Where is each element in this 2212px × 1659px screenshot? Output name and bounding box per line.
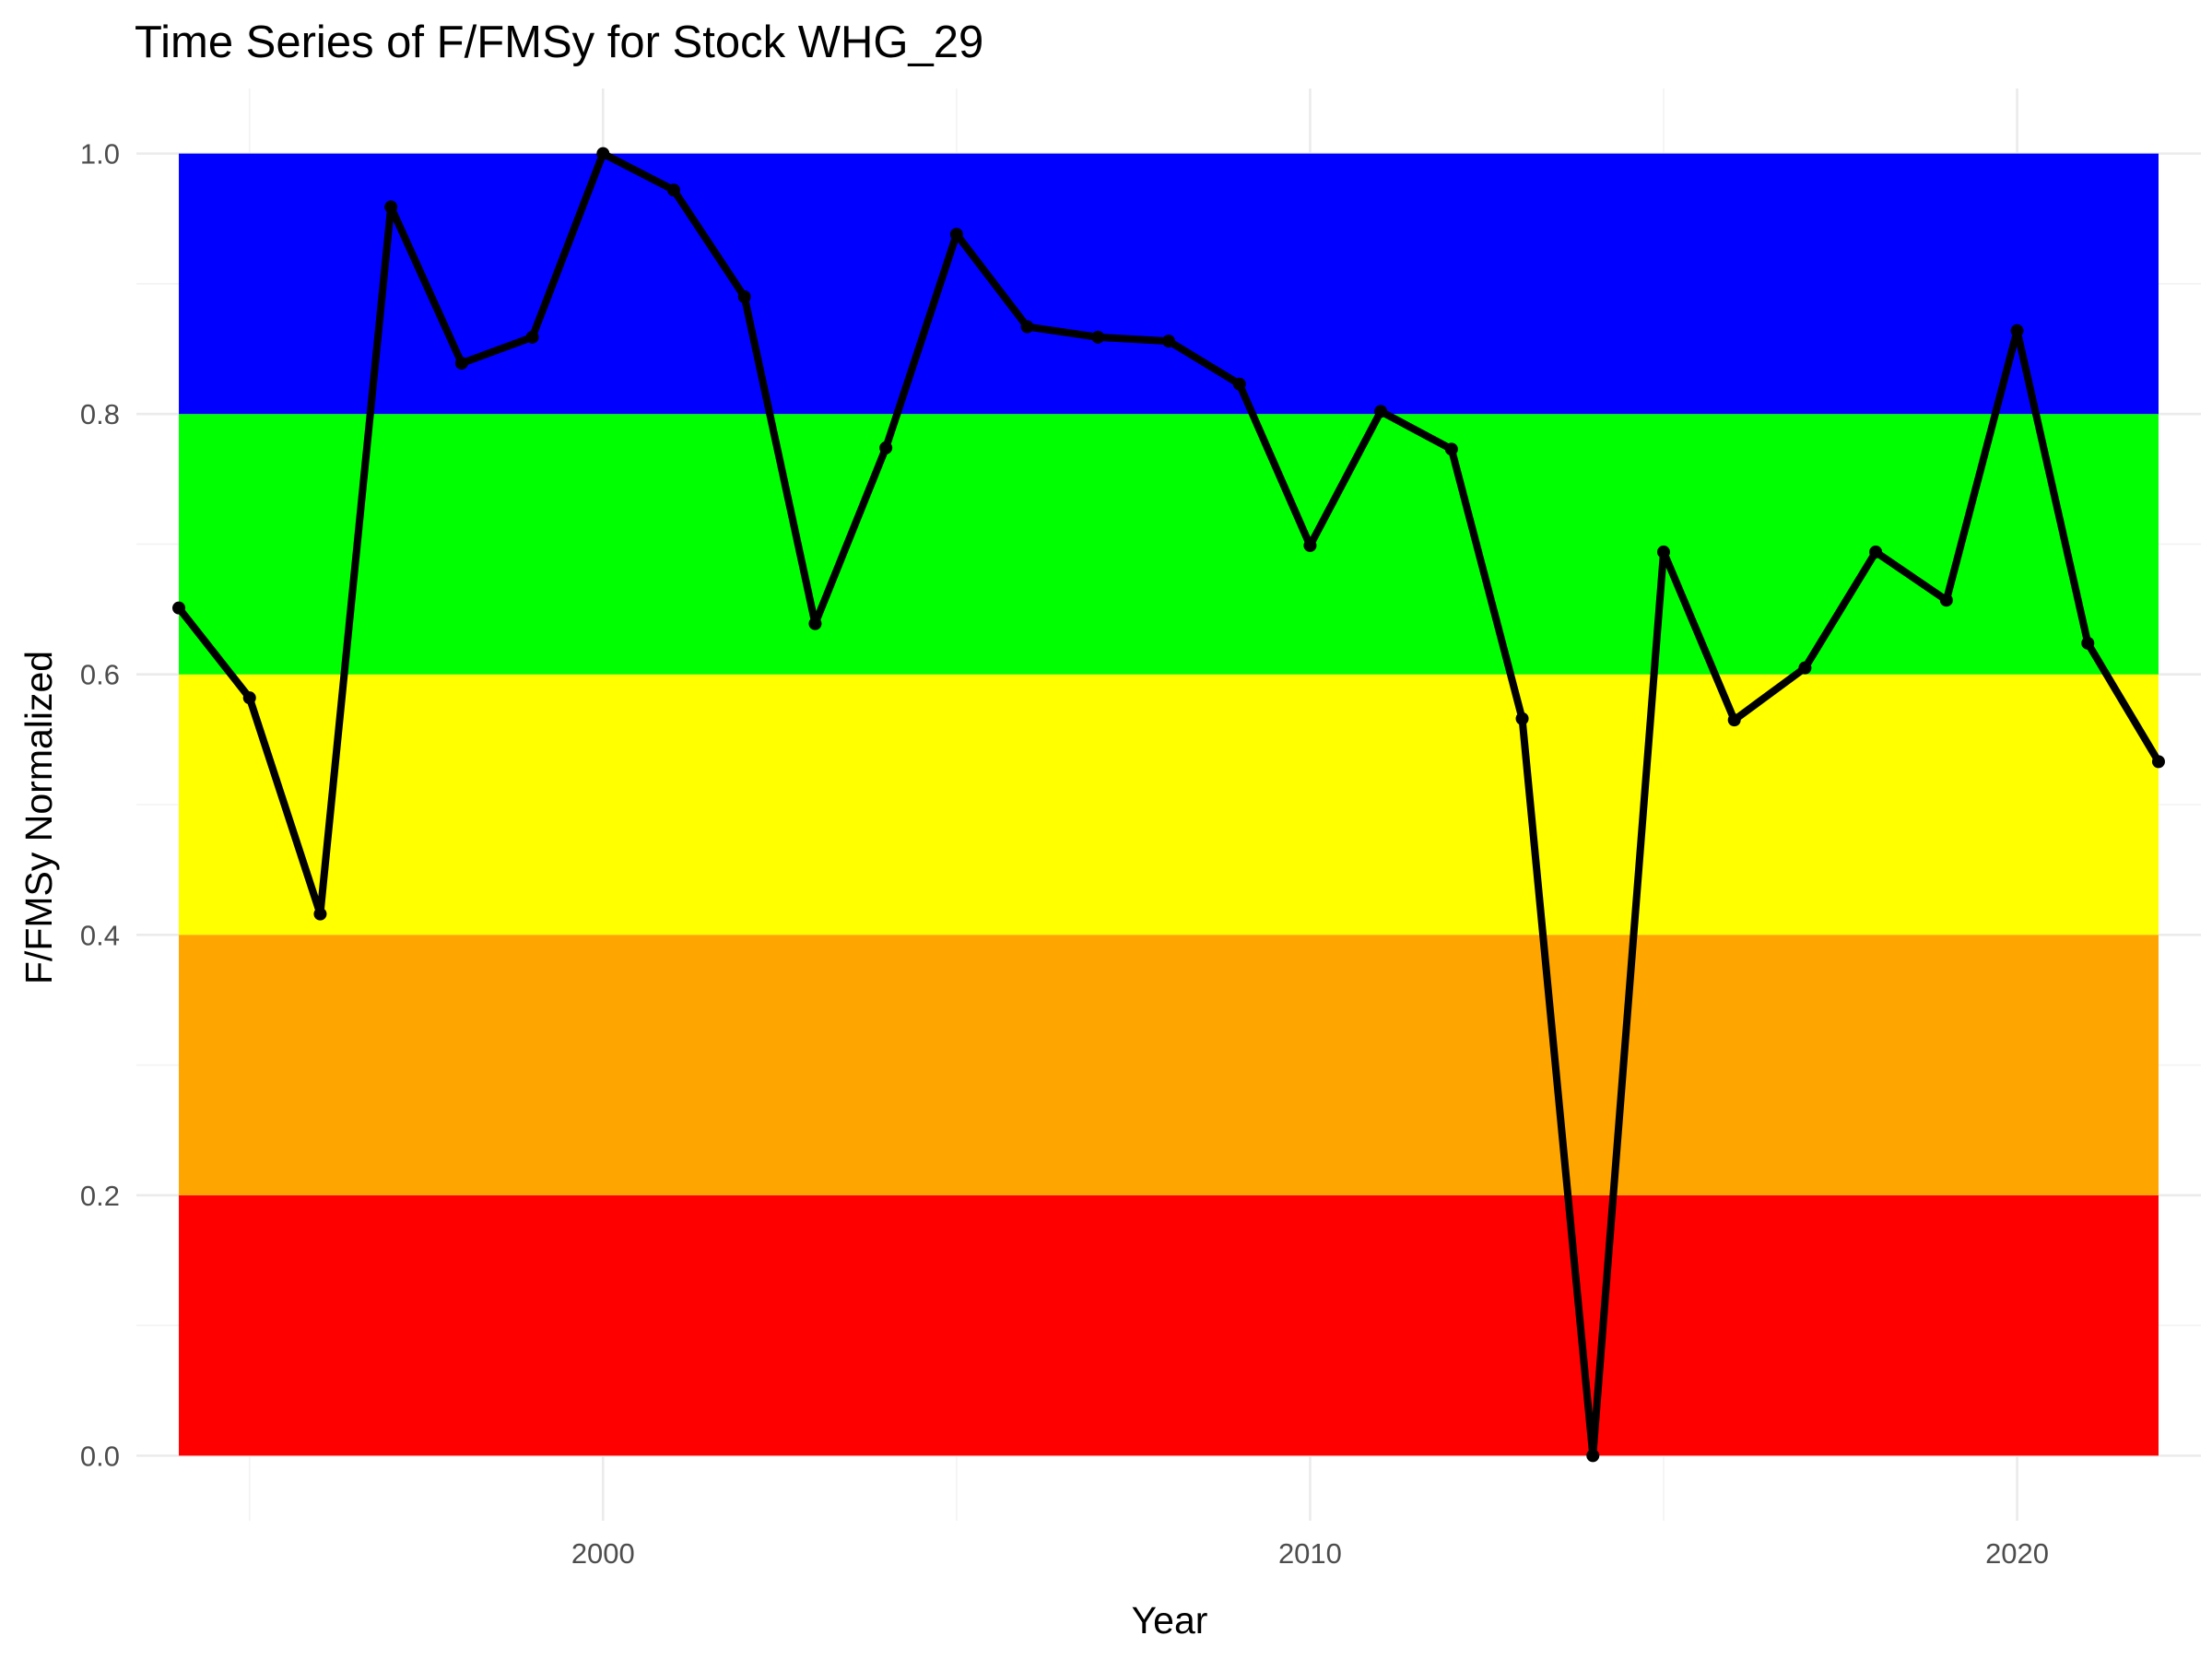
color-bands xyxy=(179,153,2159,1456)
data-point xyxy=(2010,324,2024,337)
data-point xyxy=(1515,712,1529,725)
band-4 xyxy=(179,153,2159,415)
data-point xyxy=(313,907,327,921)
data-point xyxy=(1444,442,1458,456)
data-point xyxy=(596,147,610,160)
data-point xyxy=(172,601,186,615)
series-group xyxy=(172,147,2165,1463)
data-point xyxy=(1939,594,1953,607)
x-axis-ticks: 2000 2010 2020 xyxy=(571,1537,2049,1570)
band-0 xyxy=(179,1194,2159,1456)
x-tick-label: 2000 xyxy=(571,1537,635,1570)
y-tick-label: 0.6 xyxy=(80,659,120,691)
band-2 xyxy=(179,674,2159,935)
data-point xyxy=(525,330,539,344)
data-point xyxy=(1869,545,1883,559)
y-tick-label: 0.8 xyxy=(80,398,120,430)
y-tick-label: 0.0 xyxy=(80,1440,120,1472)
data-point xyxy=(808,617,822,630)
band-1 xyxy=(179,935,2159,1195)
y-axis-label: F/FMSy Normalized xyxy=(18,651,60,984)
y-tick-label: 0.2 xyxy=(80,1180,120,1212)
data-point xyxy=(242,691,256,705)
data-point xyxy=(1232,377,1246,391)
chart-title: Time Series of F/FMSy for Stock WHG_29 xyxy=(135,18,983,67)
data-point xyxy=(879,441,893,454)
data-point xyxy=(1798,661,1812,675)
band-3 xyxy=(179,414,2159,675)
x-tick-label: 2010 xyxy=(1278,1537,1342,1570)
data-point xyxy=(949,228,963,241)
data-point xyxy=(2151,755,2165,769)
data-point xyxy=(1656,545,1670,559)
data-point xyxy=(1091,330,1105,344)
y-axis-ticks: 0.0 0.2 0.4 0.6 0.8 1.0 xyxy=(80,138,120,1473)
x-axis-label: Year xyxy=(1132,1599,1208,1641)
data-point xyxy=(384,200,398,214)
data-point xyxy=(1162,335,1175,348)
x-tick-label: 2020 xyxy=(1985,1537,2049,1570)
data-point xyxy=(737,290,751,304)
data-point xyxy=(1727,713,1741,727)
data-point xyxy=(667,183,681,197)
data-point xyxy=(1586,1449,1600,1463)
y-tick-label: 1.0 xyxy=(80,138,120,171)
data-point xyxy=(454,357,468,371)
data-point xyxy=(1020,320,1034,334)
y-tick-label: 0.4 xyxy=(80,919,120,951)
data-point xyxy=(2081,636,2095,650)
data-point xyxy=(1374,405,1388,418)
data-point xyxy=(1303,538,1317,552)
